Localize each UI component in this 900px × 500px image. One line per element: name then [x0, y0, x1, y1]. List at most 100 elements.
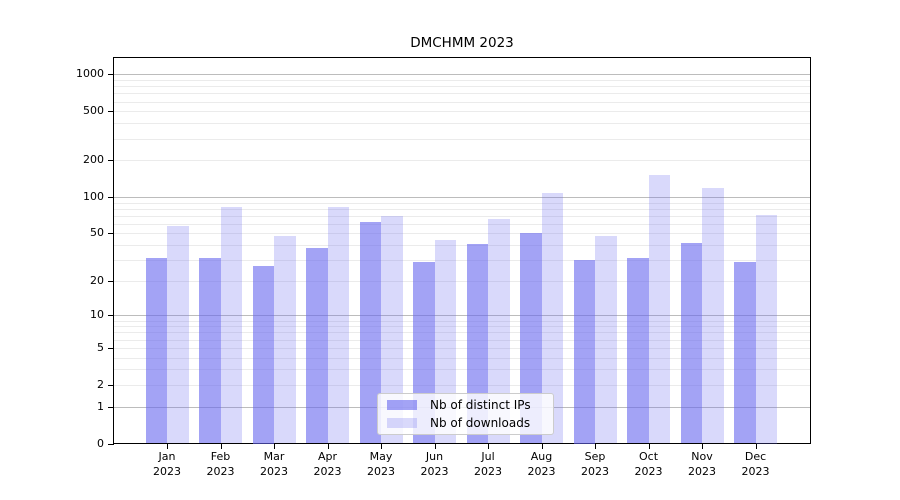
x-tick-label-jul: Jul 2023 [474, 450, 502, 478]
x-tick-label-oct: Oct 2023 [634, 450, 663, 478]
bar-downloads-dec [755, 215, 777, 444]
gridline-minor [114, 93, 810, 95]
x-tick-mark [702, 444, 703, 449]
bar-downloads-feb [220, 206, 242, 444]
bar-downloads-jan [167, 225, 189, 444]
bar-downloads-oct [648, 175, 670, 444]
x-tick-mark [434, 444, 436, 449]
gridline-minor [114, 245, 810, 247]
plot-area: Nb of distinct IPs Nb of downloads [113, 57, 811, 444]
y-tick-label: 100 [83, 189, 104, 203]
gridline-minor [114, 208, 810, 210]
x-tick-label-aug: Aug 2023 [527, 450, 556, 478]
legend-swatch-distinct-ips [387, 400, 417, 410]
gridline-minor [114, 320, 810, 322]
gridline-minor [114, 280, 810, 282]
y-tick-mark [108, 443, 114, 445]
bar-distinct-ips-may [359, 222, 381, 444]
y-tick-label: 50 [90, 226, 104, 240]
x-tick-label-apr: Apr 2023 [313, 450, 342, 478]
gridline-major [114, 74, 810, 76]
x-tick-mark [648, 444, 650, 449]
x-tick-mark [381, 444, 382, 449]
gridline-minor [114, 111, 810, 113]
legend-label-downloads: Nb of downloads [430, 416, 531, 430]
y-tick-label: 1 [97, 399, 104, 413]
x-tick-label-sep: Sep 2023 [581, 450, 609, 478]
y-tick-label: 20 [90, 273, 104, 287]
y-tick-label: 2 [97, 377, 104, 391]
x-tick-mark [220, 444, 222, 449]
x-tick-label-jan: Jan 2023 [153, 450, 181, 478]
x-tick-mark [327, 444, 329, 449]
gridline-minor [114, 202, 810, 204]
gridline-minor [114, 86, 810, 88]
bar-downloads-may [381, 215, 403, 444]
x-tick-mark [274, 444, 275, 449]
gridline-minor [114, 223, 810, 225]
x-tick-mark [167, 444, 168, 449]
y-tick-label: 500 [83, 104, 104, 118]
bar-distinct-ips-nov [680, 242, 702, 444]
gridline-minor [114, 339, 810, 341]
gridline-minor [114, 123, 810, 125]
x-tick-label-mar: Mar 2023 [260, 450, 288, 478]
bar-distinct-ips-jan [145, 258, 167, 444]
chart-title: DMCHMM 2023 [410, 35, 514, 51]
x-tick-label-jun: Jun 2023 [420, 450, 449, 478]
y-tick-label: 200 [83, 153, 104, 167]
x-tick-label-may: May 2023 [367, 450, 395, 478]
bar-downloads-jul [488, 218, 510, 444]
y-tick-mark [108, 111, 114, 113]
y-tick-mark [108, 315, 114, 317]
legend-swatch-downloads [387, 418, 417, 428]
x-tick-mark [595, 444, 596, 449]
y-tick-mark [108, 74, 114, 76]
gridline-major [114, 196, 810, 198]
bar-distinct-ips-dec [734, 261, 756, 444]
gridline-minor [114, 369, 810, 371]
x-tick-mark [755, 444, 757, 449]
bar-downloads-sep [595, 235, 617, 444]
gridline-minor [114, 215, 810, 217]
gridline-minor [114, 233, 810, 235]
legend-item-distinct-ips: Nb of distinct IPs [387, 398, 544, 412]
bar-downloads-nov [702, 187, 724, 444]
y-tick-mark [108, 233, 114, 235]
bar-distinct-ips-aug [520, 233, 542, 444]
bar-distinct-ips-sep [573, 260, 595, 444]
x-tick-mark [488, 444, 489, 449]
gridline-minor [114, 332, 810, 334]
y-tick-label: 0 [97, 436, 104, 450]
y-tick-label: 5 [97, 340, 104, 354]
gridline-minor [114, 160, 810, 162]
bar-downloads-mar [274, 235, 296, 444]
y-tick-mark [108, 280, 114, 282]
bar-distinct-ips-apr [306, 247, 328, 444]
legend-item-downloads: Nb of downloads [387, 416, 544, 430]
bar-distinct-ips-oct [627, 258, 649, 444]
y-tick-mark [108, 347, 114, 349]
gridline-major [114, 315, 810, 317]
bar-downloads-jun [434, 240, 456, 444]
bar-downloads-apr [327, 207, 349, 444]
gridline-minor [114, 80, 810, 81]
bar-downloads-aug [541, 192, 563, 444]
y-tick-mark [108, 384, 114, 386]
y-tick-label: 10 [90, 308, 104, 322]
y-tick-label: 1000 [76, 67, 104, 81]
bar-distinct-ips-mar [252, 265, 274, 444]
x-tick-label-dec: Dec 2023 [741, 450, 770, 478]
gridline-minor [114, 138, 810, 140]
gridline-minor [114, 260, 810, 261]
y-tick-mark [108, 160, 114, 162]
gridline-minor [114, 357, 810, 359]
y-tick-mark [108, 196, 114, 198]
legend-label-distinct-ips: Nb of distinct IPs [430, 398, 531, 412]
gridline-minor [114, 326, 810, 328]
y-tick-mark [108, 406, 114, 408]
gridline-minor [114, 101, 810, 103]
x-tick-label-feb: Feb 2023 [206, 450, 235, 478]
gridline-minor [114, 347, 810, 349]
